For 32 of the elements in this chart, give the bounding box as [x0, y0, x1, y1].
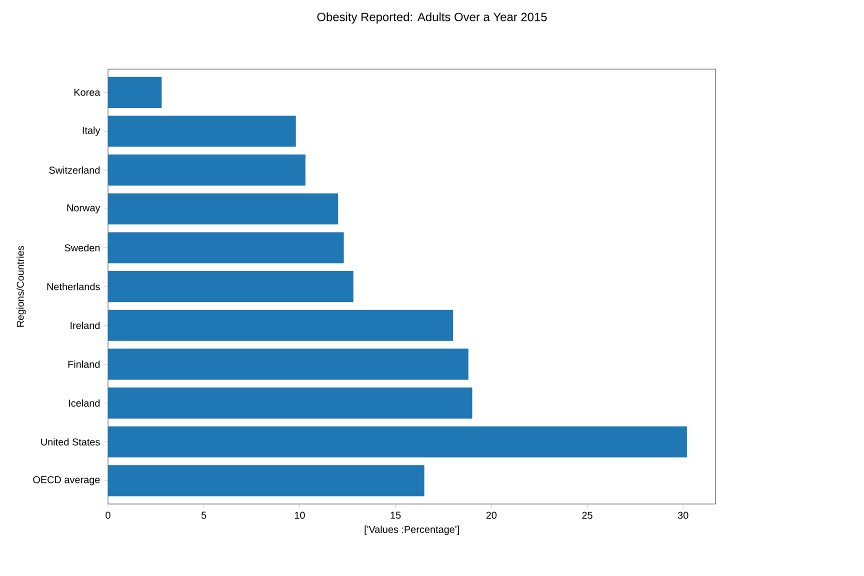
- bar: [108, 426, 687, 458]
- bar: [108, 271, 354, 302]
- y-tick-label: Iceland: [69, 399, 100, 407]
- y-tick-label: Sweden: [64, 244, 100, 252]
- y-tick-label: Korea: [74, 88, 100, 96]
- y-tick-label: OECD average: [33, 476, 100, 486]
- x-tick-label: 0: [106, 512, 110, 519]
- bar: [108, 348, 468, 380]
- y-tick-label: Switzerland: [49, 166, 100, 174]
- chart-title: Obesity Reported: Adults Over a Year 2015: [317, 12, 547, 24]
- bar: [108, 465, 424, 496]
- x-tick-label: 25: [582, 512, 592, 519]
- bar: [108, 232, 344, 264]
- y-tick-label: Ireland: [70, 322, 100, 330]
- y-tick-label: Netherlands: [47, 282, 100, 290]
- bar: [108, 193, 338, 224]
- x-tick-label: 20: [486, 512, 497, 519]
- x-axis-title: ['Values :Percentage']: [364, 526, 459, 535]
- x-tick-label: 15: [390, 512, 401, 519]
- bar: [108, 154, 306, 186]
- y-tick-label: Italy: [82, 126, 100, 136]
- x-tick-label: 30: [678, 512, 688, 519]
- x-tick-label: 10: [294, 512, 305, 519]
- bar: [108, 388, 472, 419]
- x-tick-label: 5: [201, 512, 206, 519]
- bar: [108, 116, 296, 147]
- bar: [108, 76, 162, 108]
- y-axis-title: Regions/Countries: [16, 246, 26, 327]
- y-tick-label: Norway: [67, 204, 100, 214]
- y-tick-label: United States: [41, 438, 100, 446]
- y-tick-label: Finland: [68, 360, 100, 368]
- bar: [108, 310, 454, 341]
